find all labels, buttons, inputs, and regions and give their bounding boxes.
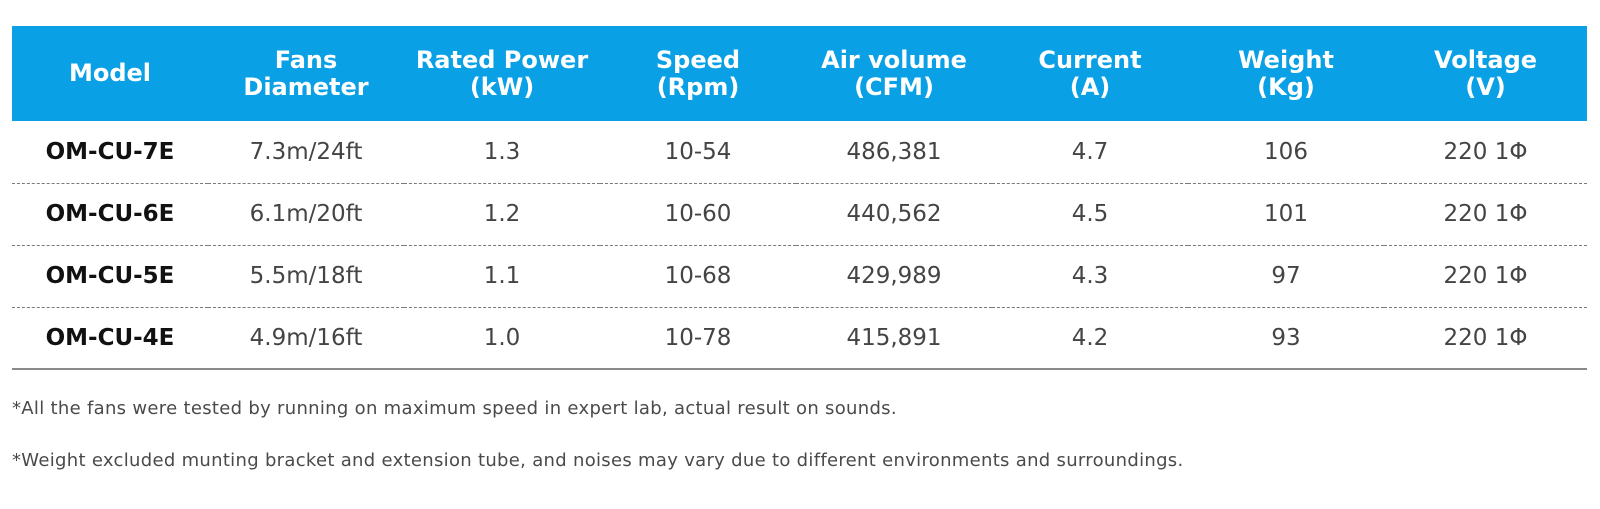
cell-fans-diameter: 4.9m/16ft — [208, 306, 404, 370]
cell-air-volume: 486,381 — [846, 138, 942, 165]
header-voltage: Voltage (V) — [1384, 26, 1587, 121]
cell-fans-diameter: 7.3m/24ft — [249, 138, 363, 165]
header-speed-line1: Speed — [655, 45, 741, 74]
header-air-volume-line1: Air volume — [821, 45, 967, 74]
header-fans-diameter: Fans Diameter — [208, 26, 404, 121]
cell-fans-diameter: 5.5m/18ft — [208, 244, 404, 307]
cell-voltage: 220 1Φ — [1384, 244, 1587, 307]
header-rated-power-line2: (kW) — [469, 72, 535, 101]
footnote-testing: *All the fans were tested by running on … — [12, 398, 897, 419]
table-row: OM-CU-5E 5.5m/18ft 1.1 10-68 429,989 4.3… — [12, 244, 1587, 307]
cell-current: 4.2 — [992, 306, 1188, 370]
cell-weight: 97 — [1188, 244, 1384, 307]
cell-current: 4.3 — [992, 244, 1188, 307]
header-voltage-line1: Voltage — [1433, 45, 1538, 74]
cell-current: 4.5 — [992, 182, 1188, 245]
header-rated-power: Rated Power (kW) — [404, 26, 600, 121]
cell-model: OM-CU-5E — [12, 244, 208, 307]
cell-rated-power: 1.0 — [404, 306, 600, 370]
cell-weight: 106 — [1264, 138, 1308, 165]
cell-air-volume: 415,891 — [796, 306, 992, 370]
cell-speed: 10-78 — [600, 306, 796, 370]
header-current-line2: (A) — [1069, 72, 1111, 101]
cell-weight: 93 — [1188, 306, 1384, 370]
cell-rated-power: 1.2 — [404, 182, 600, 245]
cell-voltage: 220 1Φ — [1384, 306, 1587, 370]
cell-rated-power: 1.3 — [483, 138, 521, 165]
header-voltage-line2: (V) — [1465, 72, 1506, 101]
header-model: Model — [12, 26, 208, 121]
cell-model: OM-CU-6E — [12, 182, 208, 245]
header-fans-diameter-line1: Fans — [274, 45, 338, 74]
cell-speed: 10-68 — [600, 244, 796, 307]
footnote-weight: *Weight excluded munting bracket and ext… — [12, 450, 1184, 471]
header-current-line1: Current — [1038, 45, 1142, 74]
cell-speed: 10-54 — [664, 138, 732, 165]
cell-rated-power: 1.1 — [404, 244, 600, 307]
table-row: OM-CU-6E 6.1m/20ft 1.2 10-60 440,562 4.5… — [12, 182, 1587, 245]
table-row: OM-CU-7E 7.3m/24ft 1.3 10-54 486,381 4.7… — [12, 121, 1587, 183]
header-row: Model Fans Diameter Rated Power (kW) Spe… — [12, 26, 1587, 121]
spec-table: Model Fans Diameter Rated Power (kW) Spe… — [12, 26, 1587, 370]
cell-air-volume: 429,989 — [796, 244, 992, 307]
header-model-label: Model — [68, 59, 152, 87]
header-speed: Speed (Rpm) — [600, 26, 796, 121]
header-air-volume-line2: (CFM) — [854, 72, 934, 101]
cell-model: OM-CU-7E — [45, 138, 175, 165]
header-weight-line2: (Kg) — [1257, 72, 1315, 101]
table-row: OM-CU-4E 4.9m/16ft 1.0 10-78 415,891 4.2… — [12, 306, 1587, 370]
cell-voltage: 220 1Φ — [1443, 138, 1528, 165]
cell-voltage: 220 1Φ — [1384, 182, 1587, 245]
cell-speed: 10-60 — [600, 182, 796, 245]
cell-air-volume: 440,562 — [796, 182, 992, 245]
header-fans-diameter-line2: Diameter — [243, 72, 369, 101]
cell-fans-diameter: 6.1m/20ft — [208, 182, 404, 245]
cell-model: OM-CU-4E — [12, 306, 208, 370]
header-rated-power-line1: Rated Power — [415, 45, 589, 74]
header-speed-line2: (Rpm) — [656, 72, 740, 101]
header-current: Current (A) — [992, 26, 1188, 121]
header-weight: Weight (Kg) — [1188, 26, 1384, 121]
header-weight-line1: Weight — [1238, 45, 1334, 74]
cell-weight: 101 — [1188, 182, 1384, 245]
header-air-volume: Air volume (CFM) — [796, 26, 992, 121]
cell-current: 4.7 — [1071, 138, 1109, 165]
